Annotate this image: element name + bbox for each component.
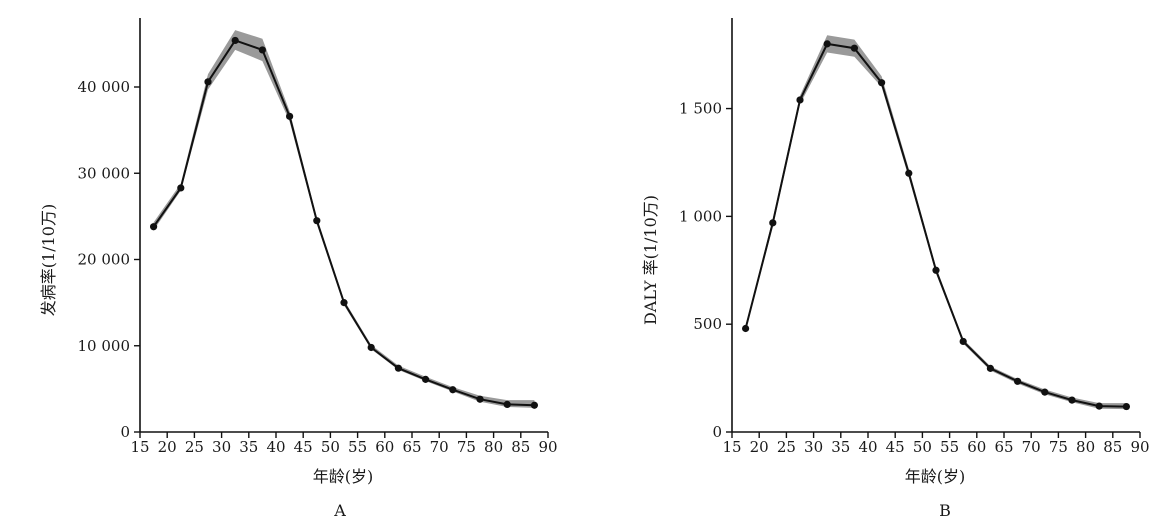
- x-tick-label: 60: [967, 438, 986, 456]
- data-point: [905, 169, 913, 177]
- data-point: [823, 40, 831, 48]
- data-point: [286, 112, 294, 120]
- x-tick-label: 70: [430, 438, 449, 456]
- x-tick-label: 40: [858, 438, 877, 456]
- x-tick-label: 30: [212, 438, 231, 456]
- x-tick-label: 65: [402, 438, 421, 456]
- chart-panel-a: 发病率(1/10万) 年龄(岁) A 0 10 000 20 000 30 000 40…: [39, 18, 558, 520]
- y-tick-label: 1 000: [679, 207, 722, 225]
- data-point: [1095, 402, 1103, 410]
- y-axis-title: DALY 率(1/10万): [641, 195, 660, 325]
- x-tick-label: 50: [913, 438, 932, 456]
- x-tick-label: 35: [239, 438, 258, 456]
- confidence-band: [153, 30, 535, 408]
- x-tick-label: 20: [158, 438, 177, 456]
- x-tick-label: 15: [130, 438, 149, 456]
- x-tick-label: 20: [750, 438, 769, 456]
- x-tick-label: 90: [538, 438, 557, 456]
- x-tick-label: 75: [457, 438, 476, 456]
- x-tick-label: 80: [484, 438, 503, 456]
- data-point: [1068, 396, 1076, 404]
- data-point: [449, 386, 457, 394]
- confidence-band: [745, 35, 1127, 410]
- data-point: [340, 299, 348, 307]
- data-point: [422, 375, 430, 383]
- x-tick-label: 55: [348, 438, 367, 456]
- data-point: [476, 395, 484, 403]
- x-tick-label: 55: [940, 438, 959, 456]
- x-tick-label: 70: [1022, 438, 1041, 456]
- x-tick-label: 50: [321, 438, 340, 456]
- x-tick-label: 25: [185, 438, 204, 456]
- x-tick-label: 80: [1076, 438, 1095, 456]
- x-tick-label: 25: [777, 438, 796, 456]
- x-tick-label: 85: [1103, 438, 1122, 456]
- data-point: [986, 364, 995, 372]
- y-axis-title: 发病率(1/10万): [39, 204, 58, 316]
- data-point: [367, 343, 375, 352]
- y-tick-label: 40 000: [78, 78, 131, 96]
- data-point: [530, 401, 539, 409]
- data-point: [1041, 388, 1049, 396]
- x-tick-label: 40: [266, 438, 285, 456]
- x-tick-label: 35: [831, 438, 850, 456]
- x-tick-label: 75: [1049, 438, 1068, 456]
- data-point: [1014, 377, 1022, 385]
- x-tick-label: 15: [722, 438, 741, 456]
- series-line: [152, 39, 535, 407]
- x-axis-title: 年龄(岁): [905, 467, 966, 486]
- data-point: [878, 79, 886, 87]
- x-tick-label: 45: [886, 438, 905, 456]
- y-tick-label: 20 000: [78, 251, 131, 269]
- data-point: [204, 78, 212, 86]
- data-point: [742, 324, 750, 333]
- x-tick-label: 90: [1130, 438, 1149, 456]
- data-point: [231, 36, 239, 45]
- x-tick-label: 85: [511, 438, 530, 456]
- y-tick-label: 10 000: [78, 337, 131, 355]
- data-point: [177, 184, 185, 192]
- data-point: [313, 217, 321, 225]
- data-point: [769, 219, 777, 227]
- x-tick-label: 30: [804, 438, 823, 456]
- panel-label: A: [333, 501, 346, 520]
- data-point: [850, 44, 859, 52]
- data-point: [394, 364, 402, 372]
- data-point: [932, 266, 940, 274]
- data-point: [959, 337, 967, 346]
- x-tick-label: 60: [375, 438, 394, 456]
- y-tick-label: 1 500: [679, 100, 722, 118]
- x-axis-title: 年龄(岁): [313, 467, 374, 486]
- y-tick-label: 30 000: [78, 164, 131, 182]
- data-point: [796, 96, 804, 104]
- data-point: [503, 400, 511, 408]
- y-tick-label: 0: [712, 423, 722, 441]
- data-point: [258, 46, 266, 54]
- y-tick-label: 0: [120, 423, 130, 441]
- x-tick-label: 65: [994, 438, 1013, 456]
- panel-label: B: [939, 501, 951, 520]
- y-tick-label: 500: [693, 315, 722, 333]
- data-point: [1122, 402, 1130, 411]
- data-point: [150, 223, 158, 231]
- x-tick-label: 45: [294, 438, 313, 456]
- chart-panel-b: DALY 率(1/10万) 年龄(岁) B 0 500 1 000 1 500 15 20…: [641, 18, 1150, 520]
